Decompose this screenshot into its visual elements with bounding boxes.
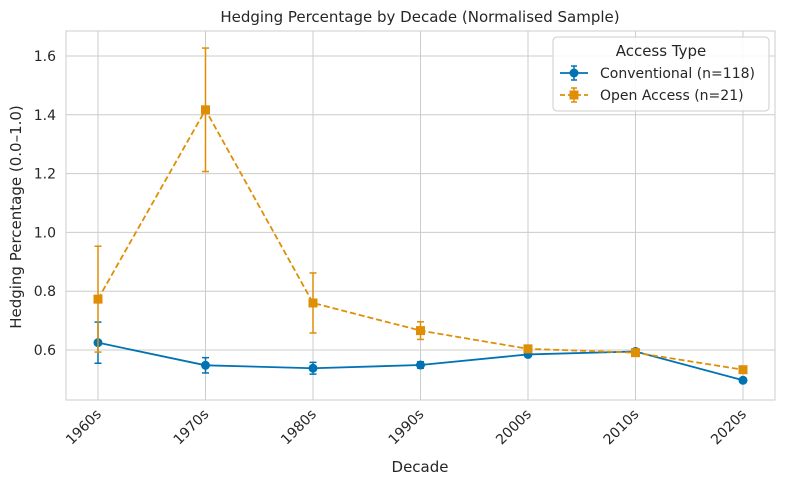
data-point	[201, 105, 210, 115]
legend-entry: Open Access (n=21)	[560, 87, 744, 104]
legend-label: Conventional (n=118)	[600, 66, 755, 82]
x-tick-label: 2000s	[493, 407, 535, 449]
data-point	[523, 344, 533, 354]
legend-entries: Conventional (n=118) Open Access (n=21)	[560, 65, 755, 104]
data-point	[93, 294, 103, 304]
y-tick-labels: 0.6 0.8 1.0 1.2 1.4 1.6	[34, 49, 56, 359]
y-tick-label: 1.4	[34, 108, 56, 124]
legend-label: Open Access (n=21)	[600, 88, 744, 104]
legend-title: Access Type	[616, 42, 707, 60]
y-tick-label: 0.8	[34, 284, 56, 300]
y-axis-title: Hedging Percentage (0.0–1.0)	[7, 105, 25, 329]
data-point	[738, 375, 748, 385]
legend-entry: Conventional (n=118)	[560, 65, 755, 82]
data-point	[738, 365, 748, 375]
legend-marker	[569, 68, 579, 78]
x-tick-label: 2020s	[708, 407, 750, 449]
y-tick-label: 1.2	[34, 167, 56, 183]
plot-area-frame	[65, 30, 776, 401]
x-tick-label: 1970s	[171, 407, 213, 449]
legend-marker	[569, 90, 579, 100]
x-tick-labels: 1960s 1970s 1980s 1990s 2000s 2010s 2020s	[63, 407, 750, 449]
data-series	[93, 47, 748, 385]
legend-box	[552, 36, 770, 112]
x-tick-label: 1990s	[386, 407, 428, 449]
x-axis-title: Decade	[392, 458, 449, 476]
data-point	[201, 360, 210, 370]
y-tick-label: 0.6	[34, 343, 56, 359]
data-point	[631, 348, 640, 358]
x-tick-label: 1960s	[63, 407, 105, 449]
data-point	[416, 360, 425, 370]
y-tick-label: 1.0	[34, 225, 56, 241]
data-point	[308, 363, 318, 373]
y-tick-label: 1.6	[34, 49, 56, 65]
legend: Access Type Conventional (n=118) Open Acc…	[552, 36, 770, 112]
chart-title: Hedging Percentage by Decade (Normalised…	[220, 8, 619, 26]
x-tick-label: 1980s	[278, 407, 320, 449]
data-point	[416, 326, 425, 336]
series-2	[93, 47, 748, 375]
data-point	[308, 298, 318, 308]
x-tick-label: 2010s	[601, 407, 643, 449]
